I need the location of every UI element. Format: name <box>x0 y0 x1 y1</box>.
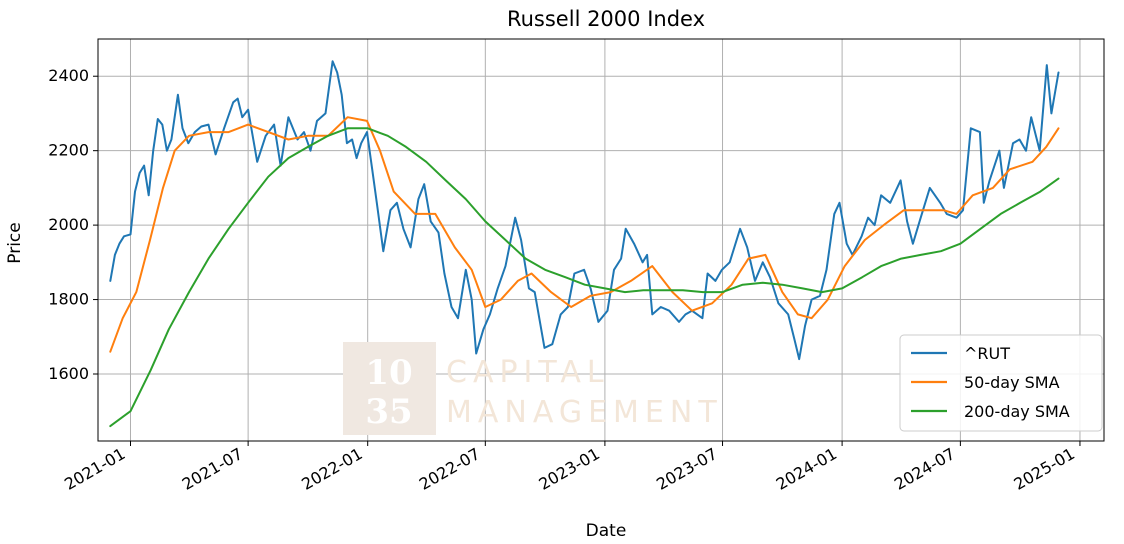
legend-label-50-day-sma: 50-day SMA <box>964 373 1060 392</box>
plot-area-frame <box>97 38 1105 442</box>
y-tick-label: 2400 <box>48 66 89 85</box>
series-lines <box>109 60 1060 428</box>
watermark-logo: 10 35 CAPITAL MANAGEMENT <box>343 342 723 435</box>
chart-title: Russell 2000 Index <box>507 7 705 31</box>
legend: ^RUT 50-day SMA 200-day SMA <box>899 334 1103 432</box>
legend-box <box>899 334 1103 432</box>
y-tick-label: 1600 <box>48 364 89 383</box>
y-tick-label: 2200 <box>48 141 89 160</box>
watermark-number-bottom: 35 <box>365 392 412 432</box>
legend-label-200-day-sma: 200-day SMA <box>964 402 1070 421</box>
y-tick-label: 2000 <box>48 215 89 234</box>
watermark-logo-box <box>343 342 436 435</box>
watermark-number-top: 10 <box>365 353 412 393</box>
series-line-200-day-sma <box>109 127 1060 428</box>
watermark-text-top: CAPITAL <box>446 355 610 390</box>
series-line-rut <box>109 60 1060 361</box>
series-line-50-day-sma <box>109 116 1060 353</box>
legend-label-rut: ^RUT <box>964 344 1010 363</box>
watermark-text-bottom: MANAGEMENT <box>446 395 723 430</box>
y-axis-label: Price <box>5 222 25 263</box>
x-axis-label: Date <box>586 521 627 541</box>
y-tick-label: 1800 <box>48 290 89 309</box>
